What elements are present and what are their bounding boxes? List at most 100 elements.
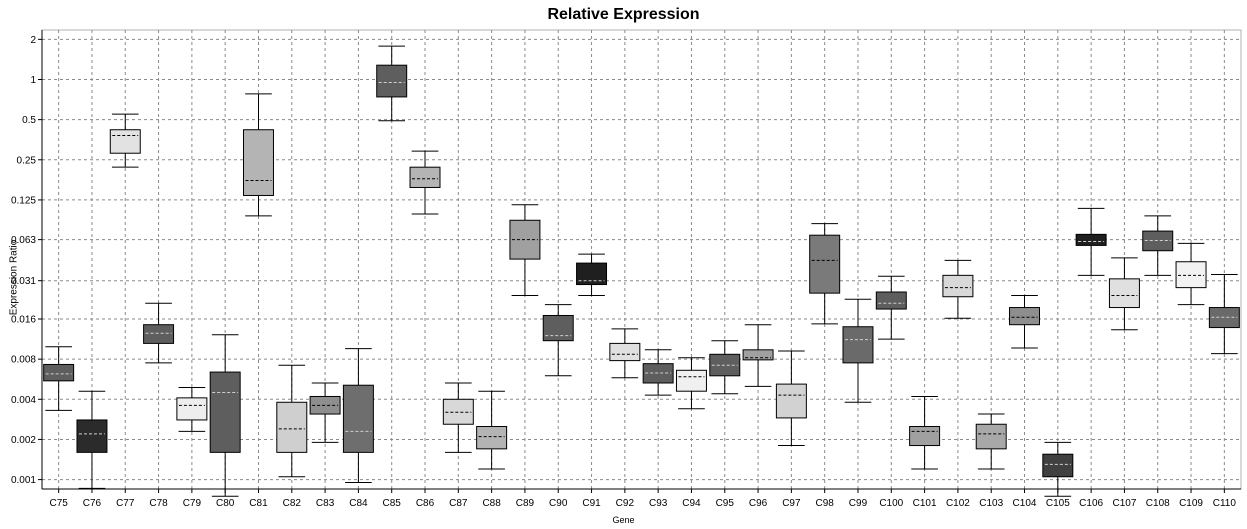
x-tick-label: C95 [716,498,735,509]
y-tick-label: 0.031 [11,276,36,287]
box-c103 [975,413,1007,470]
box-c82 [276,364,308,478]
x-tick-label: C83 [316,498,335,509]
iqr-box [809,234,841,294]
x-tick-label: C76 [83,498,102,509]
x-tick-label: C103 [979,498,1003,509]
x-tick-label: C80 [216,498,235,509]
box-c87 [442,382,474,453]
box-c84 [342,348,374,484]
box-c89 [509,204,541,297]
x-tick-label: C108 [1146,498,1170,509]
iqr-box [242,129,274,196]
iqr-box [1175,261,1207,289]
box-c109 [1175,242,1207,306]
boxes [43,45,1240,497]
iqr-box [1009,307,1041,326]
box-c107 [1108,257,1140,331]
x-tick-label: C93 [649,498,668,509]
box-c94 [675,357,707,410]
x-tick-label: C89 [516,498,535,509]
iqr-box [975,423,1007,450]
y-tick-label: 0.001 [11,475,36,486]
y-tick-label: 1 [30,75,36,86]
y-tick-label: 0.25 [17,155,37,166]
x-tick-label: C106 [1079,498,1103,509]
iqr-box [609,342,641,362]
box-c81 [242,93,274,217]
x-tick-label: C84 [349,498,368,509]
x-tick-label: C102 [946,498,970,509]
grid [41,29,1242,490]
x-tick-label: C88 [482,498,501,509]
x-axis-label: Gene [612,515,635,525]
iqr-box [1075,233,1107,246]
x-tick-label: C82 [283,498,302,509]
x-tick-label: C98 [816,498,835,509]
x-tick-label: C75 [49,498,68,509]
x-tick-label: C104 [1013,498,1037,509]
x-tick-label: C105 [1046,498,1070,509]
box-c102 [942,259,974,319]
iqr-box [143,324,175,344]
x-tick-label: C94 [682,498,701,509]
box-c93 [642,349,674,396]
x-tick-label: C91 [582,498,601,509]
x-tick-label: C96 [749,498,768,509]
iqr-box [576,262,608,286]
iqr-box [276,401,308,453]
x-tick-label: C79 [183,498,202,509]
chart-title: Relative Expression [547,6,700,23]
box-c104 [1009,295,1041,349]
iqr-box [76,419,108,453]
box-c88 [476,390,508,470]
iqr-box [1108,278,1140,309]
x-tick-label: C81 [249,498,268,509]
iqr-box [909,426,941,447]
x-tick-label: C109 [1179,498,1203,509]
x-tick-label: C78 [149,498,168,509]
box-c100 [875,275,907,340]
box-c76 [76,390,108,489]
box-c92 [609,328,641,379]
box-c90 [542,304,574,377]
iqr-box [342,384,374,453]
iqr-box [942,274,974,298]
iqr-box [1042,453,1074,478]
box-c101 [909,395,941,470]
iqr-box [742,349,774,361]
x-tick-label: C77 [116,498,135,509]
box-c105 [1042,441,1074,497]
y-tick-label: 0.125 [11,195,36,206]
box-c108 [1142,215,1174,276]
iqr-box [775,383,807,419]
box-c77 [109,113,141,168]
iqr-box [409,166,441,188]
iqr-box [209,371,241,453]
iqr-box [542,314,574,342]
y-tick-label: 0.5 [22,115,36,126]
x-tick-label: C85 [383,498,402,509]
y-tick-label: 2 [30,35,36,46]
box-c106 [1075,207,1107,276]
x-tick-label: C87 [449,498,468,509]
box-c75 [43,346,75,411]
y-tick-label: 0.063 [11,235,36,246]
x-tick-label: C110 [1213,498,1237,509]
box-c83 [309,382,341,443]
box-c86 [409,150,441,215]
x-tick-label: C100 [879,498,903,509]
iqr-box [376,64,408,98]
box-c80 [209,334,241,497]
box-c97 [775,350,807,447]
box-c96 [742,324,774,387]
y-tick-label: 0.008 [11,355,36,366]
y-tick-label: 0.004 [11,395,36,406]
iqr-box [842,326,874,364]
x-tick-label: C86 [416,498,435,509]
y-tick-label: 0.002 [11,435,36,446]
box-c79 [176,387,208,432]
box-c78 [143,302,175,364]
x-tick-label: C92 [616,498,635,509]
